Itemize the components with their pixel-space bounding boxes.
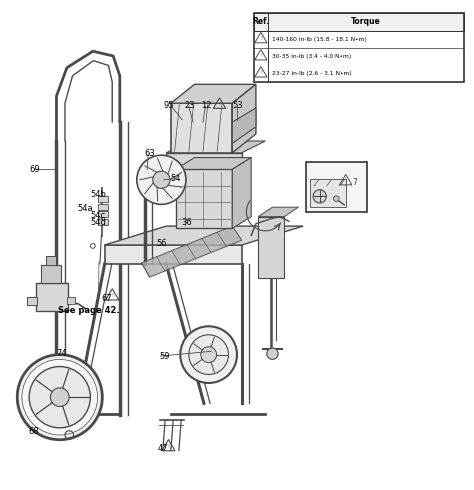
Bar — [36, 283, 68, 311]
Text: 53: 53 — [232, 101, 243, 110]
Bar — [141, 182, 155, 189]
Circle shape — [180, 326, 237, 383]
Text: !: ! — [260, 36, 262, 41]
Text: 54d: 54d — [91, 218, 106, 227]
Bar — [41, 265, 61, 283]
Text: 30-35 in-lb (3.4 - 4.0 N•m): 30-35 in-lb (3.4 - 4.0 N•m) — [272, 54, 351, 59]
Polygon shape — [232, 84, 256, 153]
Circle shape — [189, 335, 228, 374]
Text: 140-160 in-lb (15.8 - 18.1 N•m): 140-160 in-lb (15.8 - 18.1 N•m) — [272, 37, 367, 42]
Polygon shape — [171, 84, 256, 103]
Text: 59: 59 — [159, 351, 170, 361]
Polygon shape — [166, 153, 242, 170]
Polygon shape — [166, 141, 265, 153]
Circle shape — [50, 388, 69, 407]
Polygon shape — [142, 226, 242, 277]
Text: 7: 7 — [353, 178, 357, 187]
Bar — [46, 256, 56, 265]
Polygon shape — [105, 226, 303, 245]
Text: !: ! — [167, 443, 170, 449]
Text: 54: 54 — [170, 174, 181, 183]
Circle shape — [201, 347, 217, 363]
Bar — [254, 13, 464, 30]
Text: 95: 95 — [164, 101, 174, 110]
Text: !: ! — [111, 293, 113, 298]
Text: 54b: 54b — [91, 191, 106, 199]
Text: !: ! — [260, 70, 262, 75]
Circle shape — [333, 196, 339, 201]
Polygon shape — [258, 217, 284, 278]
Bar — [306, 162, 367, 212]
Text: !: ! — [345, 178, 346, 183]
Text: 74: 74 — [56, 349, 67, 358]
Text: !: ! — [219, 101, 220, 106]
Text: 36: 36 — [181, 218, 192, 227]
Polygon shape — [175, 170, 232, 228]
Bar — [98, 212, 108, 217]
Text: 56: 56 — [156, 239, 167, 248]
Text: 63: 63 — [145, 149, 155, 158]
Text: 68: 68 — [28, 427, 39, 436]
Text: 69: 69 — [29, 165, 40, 174]
Text: 47: 47 — [158, 444, 169, 453]
Text: Ref.: Ref. — [252, 18, 269, 26]
Bar — [98, 204, 108, 210]
Text: 23-27 in-lb (2.6 - 3.1 N•m): 23-27 in-lb (2.6 - 3.1 N•m) — [272, 71, 352, 76]
Bar — [27, 297, 37, 305]
Text: 23: 23 — [184, 101, 195, 110]
Text: 54a: 54a — [77, 204, 93, 213]
Bar — [98, 196, 108, 201]
Polygon shape — [105, 245, 242, 264]
Circle shape — [137, 155, 186, 204]
Bar — [254, 13, 464, 82]
Polygon shape — [258, 207, 299, 217]
Text: !: ! — [260, 53, 262, 58]
Circle shape — [29, 367, 91, 428]
Text: 54c: 54c — [91, 211, 106, 220]
Polygon shape — [171, 103, 232, 153]
Circle shape — [267, 348, 278, 359]
Text: 67: 67 — [101, 294, 112, 303]
Polygon shape — [310, 179, 346, 207]
Circle shape — [17, 355, 102, 440]
Circle shape — [22, 359, 98, 435]
Polygon shape — [232, 108, 256, 144]
Circle shape — [153, 171, 170, 188]
Bar — [141, 174, 155, 184]
Circle shape — [313, 190, 326, 203]
Text: 12: 12 — [201, 101, 211, 110]
Bar — [67, 297, 75, 304]
Bar — [98, 220, 108, 225]
Polygon shape — [232, 158, 251, 228]
Text: Torque: Torque — [351, 18, 381, 26]
Polygon shape — [175, 158, 251, 170]
Text: See page 42.: See page 42. — [58, 306, 120, 315]
